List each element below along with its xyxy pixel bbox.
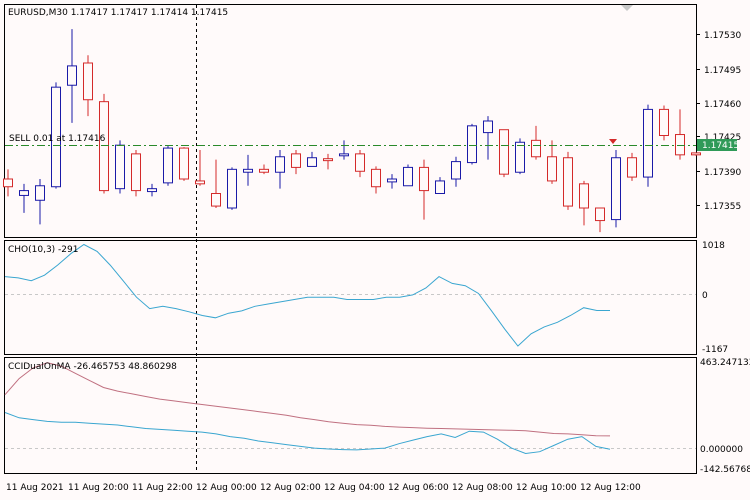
price-tick: 1.17355 [704,202,741,212]
price-tick: 1.17495 [704,66,741,76]
candle-body [99,101,109,192]
candles-group [3,29,701,233]
cci-panel-frame [4,357,697,474]
candle-body [195,180,205,185]
candle-body [323,158,333,162]
price-tick: 1.17460 [704,100,741,110]
candle-body [547,156,557,182]
candle-body [83,62,93,101]
time-tick: 12 Aug 02:00 [260,483,321,493]
cho-panel-frame [4,240,697,355]
time-tick: 12 Aug 04:00 [324,483,385,493]
candle-body [163,147,173,184]
candle-body [595,207,605,222]
candle-body [51,86,61,188]
cci-tick: 0.000000 [700,445,743,455]
current-price-label: 1.17415 [702,141,739,151]
candle-body [451,161,461,180]
price-axis: 1.17530 1.17495 1.17460 1.17425 1.17390 … [697,31,741,212]
time-axis: 11 Aug 2021 11 Aug 20:00 11 Aug 22:00 12… [6,483,641,493]
chart-shift-icon[interactable] [621,5,633,11]
cho-tick: 0 [702,291,708,301]
candle-body [515,141,525,173]
candle-body [131,153,141,192]
candle-body [179,147,189,180]
candle-body [611,157,621,221]
candle-body [275,156,285,173]
price-tick: 1.17425 [704,133,741,143]
time-tick: 11 Aug 22:00 [132,483,193,493]
candle-body [3,178,13,188]
time-tick: 12 Aug 10:00 [516,483,577,493]
time-tick: 11 Aug 20:00 [68,483,129,493]
cci-tick: -142.567685 [700,465,750,475]
candle-body [675,134,685,156]
candle-body [115,144,125,190]
candle-body [579,183,589,209]
candle-body [419,166,429,192]
candle-body [35,185,45,201]
time-tick: 12 Aug 06:00 [388,483,449,493]
candle-body [659,108,669,137]
cho-axis: 1018 0 -1167 [702,241,728,355]
price-tick: 1.17390 [704,168,741,178]
candle-body [19,190,29,196]
candle-body [643,108,653,178]
candle-body [483,120,493,134]
candle-body [291,153,301,168]
candle-body [435,180,445,195]
candle-body [307,157,317,167]
candle-body [67,65,77,86]
cci-panel-header: CCIDualOnMA -26.465753 48.860298 [8,362,177,372]
candle-body [355,153,365,172]
cci-axis: 463.247133 0.000000 -142.567685 [700,358,750,475]
candle-body [147,188,157,193]
cci-line-main [4,412,611,455]
trade-arrow-icon [609,139,617,144]
candle-body [691,152,701,156]
time-tick: 12 Aug 00:00 [196,483,257,493]
cho-tick: -1167 [702,345,728,355]
candle-body [387,178,397,183]
cho-tick: 1018 [702,241,725,251]
cci-line-signal [4,362,611,437]
candle-body [339,153,349,157]
time-tick: 12 Aug 12:00 [580,483,641,493]
time-tick: 11 Aug 2021 [6,483,64,493]
time-tick: 12 Aug 08:00 [452,483,513,493]
cho-panel-header: CHO(10,3) -291 [8,245,78,255]
cci-tick: 463.247133 [700,358,750,368]
candle-body [243,168,253,173]
price-tick: 1.17530 [704,31,741,41]
main-panel-header: EURUSD,M30 1.17417 1.17417 1.17414 1.174… [8,8,228,18]
candle-body [499,129,509,175]
candle-body [531,139,541,158]
candle-body [627,157,637,178]
candle-body [211,193,221,207]
trade-line-label: SELL 0.01 at 1.17416 [9,134,106,144]
candle-body [467,125,477,164]
candle-body [563,157,573,207]
candle-body [403,166,413,187]
candle-body [371,168,381,188]
cho-indicator-line [4,243,610,347]
current-price-box [697,139,737,151]
candle-body [259,168,269,173]
candle-body [227,168,237,209]
